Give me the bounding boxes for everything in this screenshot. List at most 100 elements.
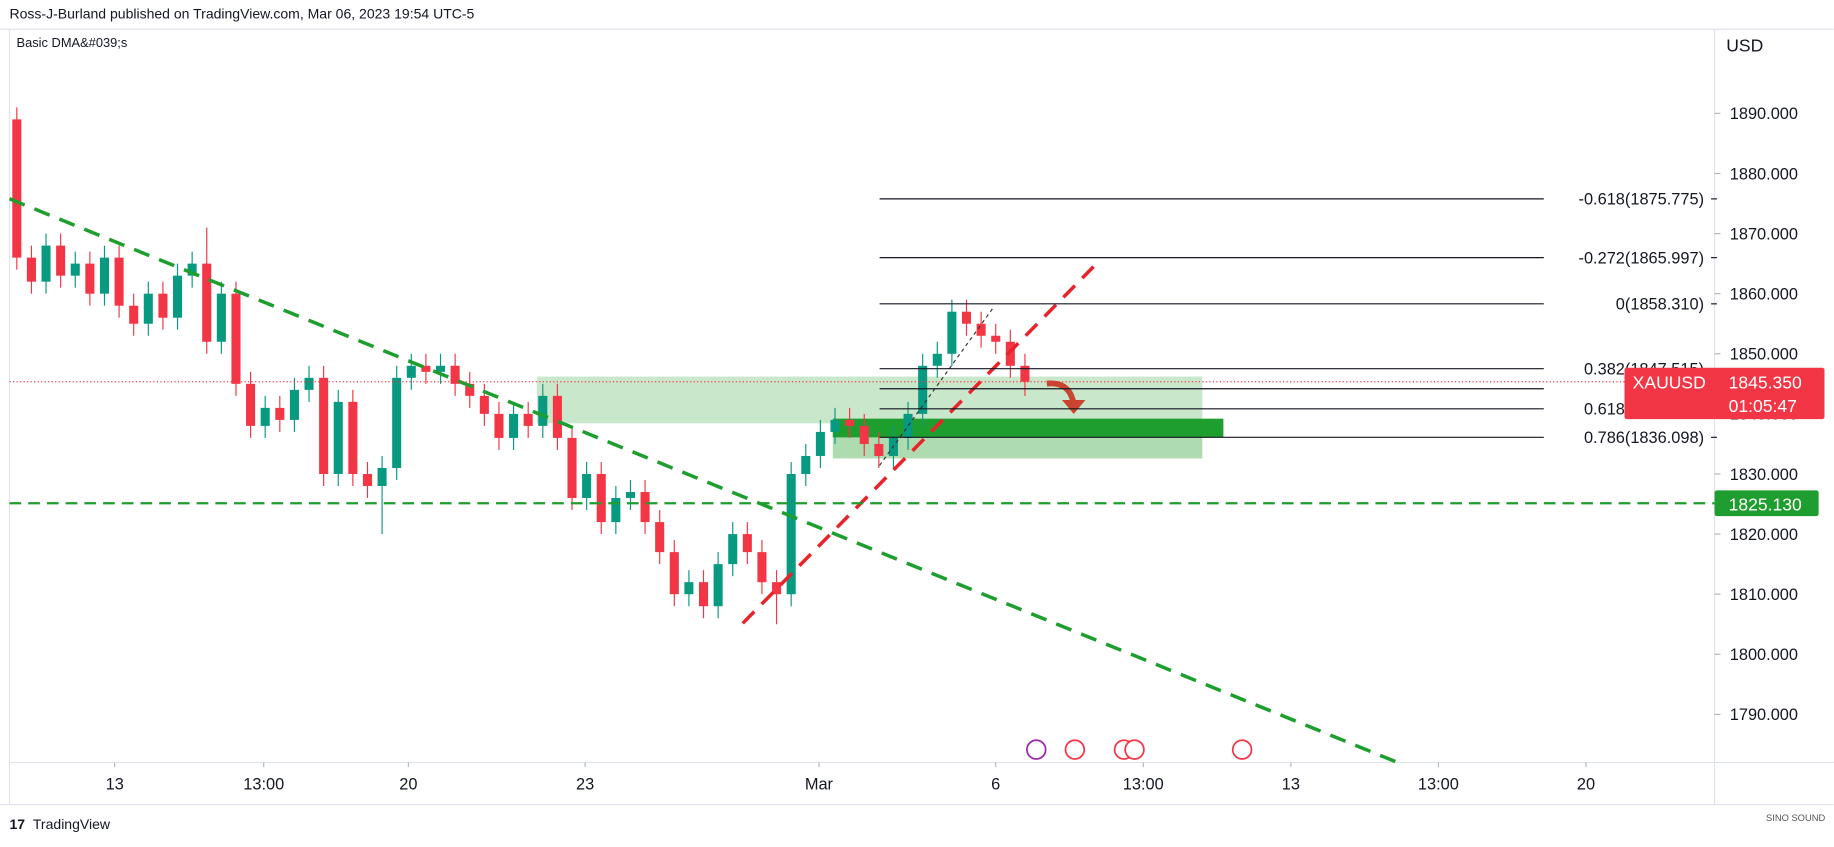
last-price-label: 1845.350 [1729,373,1802,393]
candle-body [976,323,986,336]
plot [12,107,1030,625]
symbol-label: XAUUSD [1633,373,1706,393]
candle-body [918,365,928,414]
candle-body [479,395,489,414]
x-tick-label: 6 [991,775,1000,793]
candle-body [684,582,694,595]
candle-body [655,522,665,553]
candle-body [523,413,533,426]
x-tick-label: 23 [576,775,594,793]
candle-body [187,263,197,276]
candle-body [698,582,709,607]
candle-body [611,498,621,523]
candle-body [158,293,168,318]
key-zone [832,418,1224,438]
candle-body [669,552,679,595]
candle-body [304,377,314,390]
candle-body [362,473,372,487]
candle-body [728,534,738,565]
candle-body [1020,365,1030,382]
candle-body [845,419,855,426]
publisher: Ross-J-Burland published on TradingView.… [10,6,475,22]
candle-body [947,311,957,354]
candle-body [41,245,51,282]
x-tick-label: 13:00 [1123,775,1164,793]
candle-body [757,552,767,583]
x-tick-label: 20 [1577,775,1595,793]
candle-body [26,257,36,282]
candle-body [319,377,329,474]
x-tick-label: 13:00 [1418,775,1459,793]
candle-body [786,473,796,595]
candle-body [406,365,416,378]
x-tick-label: Mar [805,775,834,793]
candle-body [289,389,299,420]
candle-body [874,443,884,456]
candle-body [348,401,358,474]
arrow-head [1062,399,1086,414]
level-label: 1825.130 [1729,494,1802,514]
candle-body [494,413,504,438]
candle-body [552,395,562,438]
fib-label: -0.272(1865.997) [1579,249,1705,267]
zones [536,376,1224,459]
candle-body [202,263,212,342]
y-tick-label: 1830.000 [1730,466,1798,484]
candle-body [582,473,592,499]
candle-body [231,293,241,384]
candle-body [56,245,66,276]
up-trendline [741,265,1095,625]
candle-body [129,305,139,324]
y-tick-label: 1800.000 [1730,646,1798,664]
candle-body [772,582,782,595]
candle-body [99,257,110,294]
x-tick-label: 13 [1282,775,1300,793]
watermark: SINO SOUND [1766,813,1825,823]
candle-body [450,365,460,384]
y-tick-label: 1880.000 [1730,165,1798,183]
y-tick-label: 1870.000 [1730,225,1798,243]
candle-body [392,377,402,468]
candle-body [216,293,226,342]
brand-logo: 17 [10,816,26,832]
event-icon [1064,739,1086,760]
candle-body [143,293,153,324]
y-tick-label: 1820.000 [1730,526,1798,544]
candle-body [421,365,431,372]
price-box [1624,367,1825,420]
candle-body [85,263,95,294]
countdown: 01:05:47 [1729,396,1797,416]
candle-body [801,455,811,474]
candle-body [713,564,723,607]
event-icon [1124,739,1145,760]
candle-body [932,353,942,366]
candle-body [596,473,606,523]
fib-label: -0.618(1875.775) [1579,191,1705,209]
currency: USD [1726,35,1763,55]
event-icons [1026,739,1253,760]
candle-body [538,395,548,426]
candle-body [567,437,577,499]
level-box [1714,490,1819,517]
x-tick-label: 20 [399,775,417,793]
candle-body [333,401,343,474]
x-tick-label: 13 [106,775,124,793]
event-icon [1231,739,1253,760]
candle-body [991,335,1001,342]
candle-body [1005,341,1015,366]
candle-body [12,119,22,258]
candle-body [246,383,256,426]
candle-body [961,311,972,324]
candle-body [903,413,913,438]
y-tick-label: 1810.000 [1730,586,1798,604]
down-trendline [8,197,1399,765]
y-tick-label: 1890.000 [1730,105,1798,123]
candle-body [509,413,519,438]
fib-anchor-line [879,306,995,466]
fib-label: 0.786(1836.098) [1584,429,1704,447]
brand: TradingView [33,816,111,832]
candle-body [742,534,752,553]
candle-body [173,275,183,318]
